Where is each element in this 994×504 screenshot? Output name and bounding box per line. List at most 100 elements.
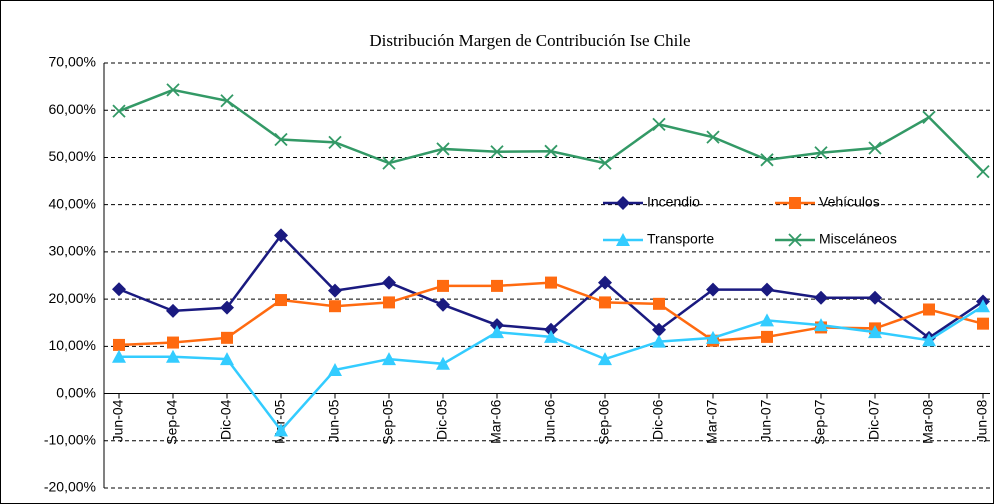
marker <box>166 303 180 318</box>
marker <box>868 290 882 305</box>
marker <box>976 299 990 313</box>
x-tick-label: Jun-05 <box>326 399 342 442</box>
legend-label: Misceláneos <box>819 231 897 247</box>
y-tick-label: 50,00% <box>49 148 96 164</box>
marker <box>275 294 287 307</box>
x-tick-label: Jun-04 <box>110 399 126 442</box>
marker <box>274 132 288 147</box>
marker <box>328 362 342 376</box>
marker <box>274 228 288 243</box>
marker <box>220 94 234 108</box>
marker <box>491 279 503 292</box>
y-tick-label: 0,00% <box>56 384 96 400</box>
y-tick-label: 30,00% <box>49 243 96 259</box>
x-tick-label: Mar-08 <box>920 399 936 444</box>
marker <box>490 318 504 333</box>
x-tick-label: Sep-05 <box>380 399 396 444</box>
y-tick-label: -20,00% <box>44 479 96 495</box>
marker <box>112 349 126 363</box>
marker <box>220 300 234 315</box>
marker <box>653 297 665 310</box>
x-tick-label: Dic-04 <box>218 399 234 440</box>
marker <box>788 233 802 247</box>
marker <box>329 300 341 313</box>
x-tick-label: Dic-07 <box>866 399 882 440</box>
marker <box>437 279 449 292</box>
x-tick-label: Jun-08 <box>974 399 990 442</box>
marker <box>545 276 557 289</box>
marker <box>976 164 990 179</box>
marker <box>382 156 396 170</box>
y-tick-label: 40,00% <box>49 195 96 211</box>
legend-item: Misceláneos <box>775 231 897 247</box>
marker <box>328 135 342 149</box>
marker <box>436 142 450 156</box>
marker <box>544 144 558 158</box>
marker <box>599 296 611 309</box>
marker <box>706 130 720 144</box>
x-tick-label: Sep-06 <box>596 399 612 444</box>
x-tick-label: Mar-07 <box>704 399 720 444</box>
y-tick-label: 20,00% <box>49 290 96 306</box>
marker <box>382 275 396 290</box>
marker <box>436 356 450 370</box>
marker <box>868 325 882 339</box>
marker <box>814 318 828 332</box>
marker <box>436 297 450 312</box>
marker <box>490 145 504 159</box>
marker <box>616 196 630 210</box>
marker <box>868 141 882 155</box>
marker <box>598 352 612 366</box>
marker <box>761 330 773 343</box>
y-tick-label: 60,00% <box>49 101 96 117</box>
marker <box>977 317 989 330</box>
legend-label: Transporte <box>647 231 714 247</box>
marker <box>814 146 828 160</box>
marker <box>616 233 630 246</box>
marker <box>652 322 666 337</box>
marker <box>490 325 504 339</box>
x-tick-label: Jun-07 <box>758 399 774 442</box>
marker <box>706 282 720 297</box>
marker <box>760 153 774 167</box>
marker <box>166 349 180 363</box>
x-tick-label: Mar-06 <box>488 399 504 444</box>
marker <box>382 352 396 366</box>
marker <box>706 330 720 344</box>
marker <box>789 197 801 209</box>
y-tick-label: 70,00% <box>49 54 96 70</box>
marker <box>922 333 936 347</box>
marker <box>167 336 179 349</box>
marker <box>544 329 558 343</box>
marker <box>112 282 126 297</box>
x-tick-label: Sep-07 <box>812 399 828 444</box>
marker <box>923 303 935 316</box>
marker <box>383 296 395 309</box>
x-tick-label: Jun-06 <box>542 399 558 442</box>
legend-label: Vehículos <box>819 194 880 210</box>
legend-item: Vehículos <box>775 194 880 210</box>
marker <box>328 283 342 298</box>
marker <box>598 156 612 170</box>
marker <box>814 290 828 305</box>
marker <box>112 104 126 118</box>
y-tick-label: -10,00% <box>44 431 96 447</box>
marker <box>221 331 233 344</box>
marker <box>760 313 774 327</box>
legend-item: Incendio <box>603 194 700 210</box>
chart-title: Distribución Margen de Contribución Ise … <box>369 31 690 50</box>
marker <box>922 110 936 124</box>
marker <box>652 334 666 348</box>
marker <box>760 282 774 297</box>
marker <box>652 117 666 132</box>
marker <box>544 322 558 337</box>
legend-label: Incendio <box>647 194 700 210</box>
x-tick-label: Dic-05 <box>434 399 450 440</box>
marker <box>274 423 288 437</box>
marker <box>220 352 234 366</box>
marker <box>113 338 125 351</box>
marker <box>598 275 612 290</box>
x-tick-label: Sep-04 <box>164 399 180 444</box>
y-tick-label: 10,00% <box>49 337 96 353</box>
